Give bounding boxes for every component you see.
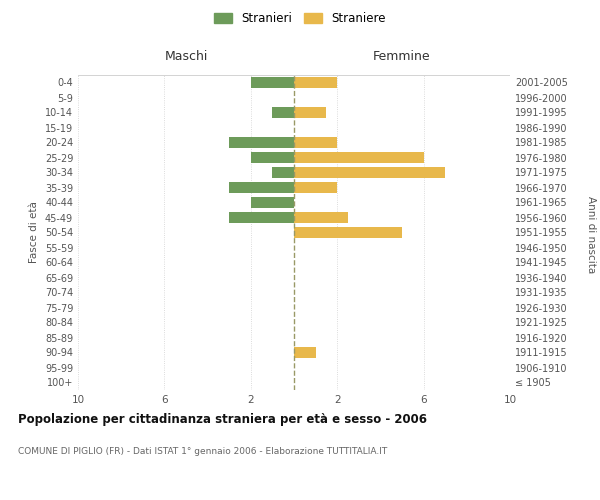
Bar — [294, 167, 445, 178]
Bar — [294, 152, 424, 163]
Bar — [294, 212, 348, 223]
Bar — [251, 77, 294, 88]
Bar — [229, 137, 294, 148]
Bar — [294, 77, 337, 88]
Bar — [272, 167, 294, 178]
Y-axis label: Fasce di età: Fasce di età — [29, 202, 39, 264]
Text: Femmine: Femmine — [373, 50, 431, 63]
Text: Maschi: Maschi — [164, 50, 208, 63]
Legend: Stranieri, Straniere: Stranieri, Straniere — [211, 8, 389, 28]
Bar — [229, 182, 294, 192]
Bar — [251, 197, 294, 208]
Bar — [229, 212, 294, 223]
Text: Popolazione per cittadinanza straniera per età e sesso - 2006: Popolazione per cittadinanza straniera p… — [18, 412, 427, 426]
Bar — [294, 137, 337, 148]
Bar — [294, 108, 326, 118]
Bar — [294, 347, 316, 358]
Bar — [272, 108, 294, 118]
Bar — [294, 227, 402, 238]
Text: COMUNE DI PIGLIO (FR) - Dati ISTAT 1° gennaio 2006 - Elaborazione TUTTITALIA.IT: COMUNE DI PIGLIO (FR) - Dati ISTAT 1° ge… — [18, 448, 387, 456]
Bar — [251, 152, 294, 163]
Text: Anni di nascita: Anni di nascita — [586, 196, 596, 274]
Bar — [294, 182, 337, 192]
